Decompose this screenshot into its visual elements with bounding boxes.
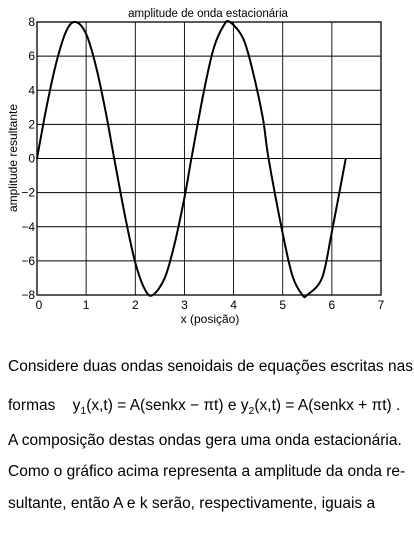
y-tick-label: −4 — [21, 220, 35, 234]
eq2-subscript: 2 — [248, 405, 255, 417]
text-line-2: formas y1(x,t) = A(senkx − πt) e y2(x,t)… — [8, 396, 408, 421]
x-tick-label: 7 — [378, 298, 385, 312]
y-tick-labels: 8 6 4 2 0 −2 −4 −6 −8 — [21, 15, 35, 302]
wave-curve — [36, 19, 347, 299]
text-forms: formas — [8, 397, 56, 414]
y-tick-label: 0 — [28, 152, 35, 166]
equation-y2: y2(x,t) = A(senkx + πt) — [240, 397, 392, 417]
x-tick-label: 4 — [230, 298, 237, 312]
x-tick-label: 5 — [279, 298, 286, 312]
text-line-1: Considere duas ondas senoidais de equaçõ… — [8, 358, 413, 375]
y-tick-label: −6 — [21, 254, 35, 268]
x-tick-label: 0 — [36, 298, 43, 312]
y-tick-label: 6 — [28, 49, 35, 63]
x-axis-label: x (posição) — [181, 312, 240, 326]
y-axis-label: amplitude resultante — [6, 104, 20, 212]
text-conjunction: e — [227, 397, 237, 414]
equation-y1: y1(x,t) = A(senkx − πt) — [72, 397, 224, 417]
x-tick-label: 3 — [181, 298, 188, 312]
y-tick-label: −2 — [21, 186, 35, 200]
eq1-body: (x,t) = A(senkx − πt) — [86, 397, 224, 414]
y-tick-label: 4 — [28, 83, 35, 97]
text-line-5: sultante, então A e k serão, respectivam… — [8, 495, 376, 512]
chart-grid — [37, 22, 381, 295]
x-tick-labels: 0 1 2 3 4 5 6 7 — [36, 298, 385, 312]
x-tick-label: 6 — [329, 298, 336, 312]
chart-title: amplitude de onda estacionária — [128, 8, 288, 20]
text-line-3: A composição destas ondas gera uma onda … — [8, 432, 402, 449]
y-tick-label: −8 — [21, 288, 35, 302]
text-period: . — [396, 397, 401, 414]
x-tick-label: 1 — [83, 298, 90, 312]
y-tick-label: 8 — [28, 15, 35, 29]
text-line-4: Como o gráfico acima representa a amplit… — [8, 463, 406, 480]
eq1-y: y — [72, 397, 81, 414]
eq2-y: y — [240, 397, 249, 414]
y-tick-label: 2 — [28, 117, 35, 131]
eq2-body: (x,t) = A(senkx + πt) — [254, 397, 392, 414]
eq1-subscript: 1 — [80, 405, 87, 417]
x-tick-label: 2 — [132, 298, 139, 312]
